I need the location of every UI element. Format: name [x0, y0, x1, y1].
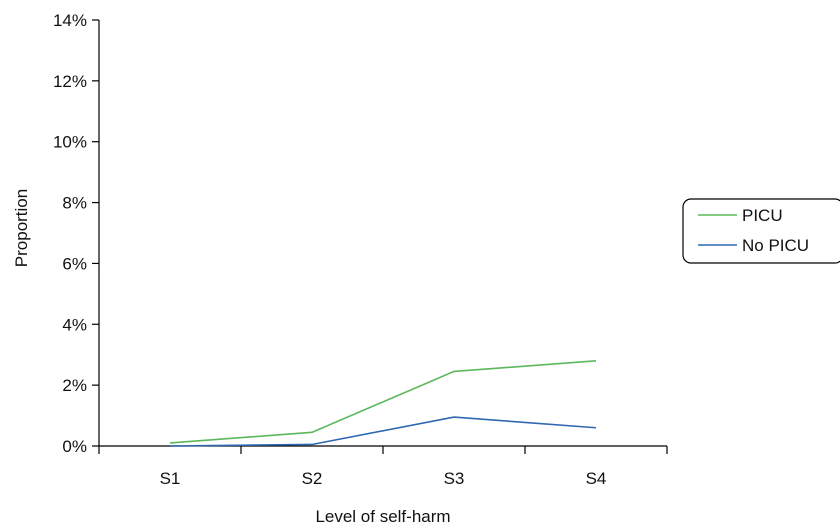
x-tick-label: S4	[586, 469, 607, 488]
series-line-no-picu	[169, 416, 597, 447]
x-ticks: S1 S2 S3 S4	[98, 446, 668, 488]
axes	[98, 20, 667, 447]
y-tick-label: 10%	[53, 133, 87, 152]
y-axis-title: Proportion	[12, 189, 31, 267]
y-tick-label: 14%	[53, 11, 87, 30]
y-tick-label: 8%	[62, 194, 87, 213]
x-axis-title: Level of self-harm	[315, 507, 450, 526]
x-tick-label: S3	[444, 469, 465, 488]
y-tick-label: 6%	[62, 254, 87, 273]
legend-label-picu: PICU	[742, 206, 783, 225]
y-tick-label: 2%	[62, 376, 87, 395]
y-tick-label: 4%	[62, 315, 87, 334]
series-line-picu	[169, 360, 597, 444]
y-tick-label: 12%	[53, 72, 87, 91]
series-lines	[169, 360, 597, 447]
y-tick-label: 0%	[62, 437, 87, 456]
legend-label-no-picu: No PICU	[742, 236, 809, 255]
x-tick-label: S1	[160, 469, 181, 488]
x-tick-label: S2	[302, 469, 323, 488]
y-ticks: 0% 2% 4% 6% 8% 10% 12% 14%	[53, 11, 99, 456]
legend: PICU No PICU	[682, 198, 840, 264]
